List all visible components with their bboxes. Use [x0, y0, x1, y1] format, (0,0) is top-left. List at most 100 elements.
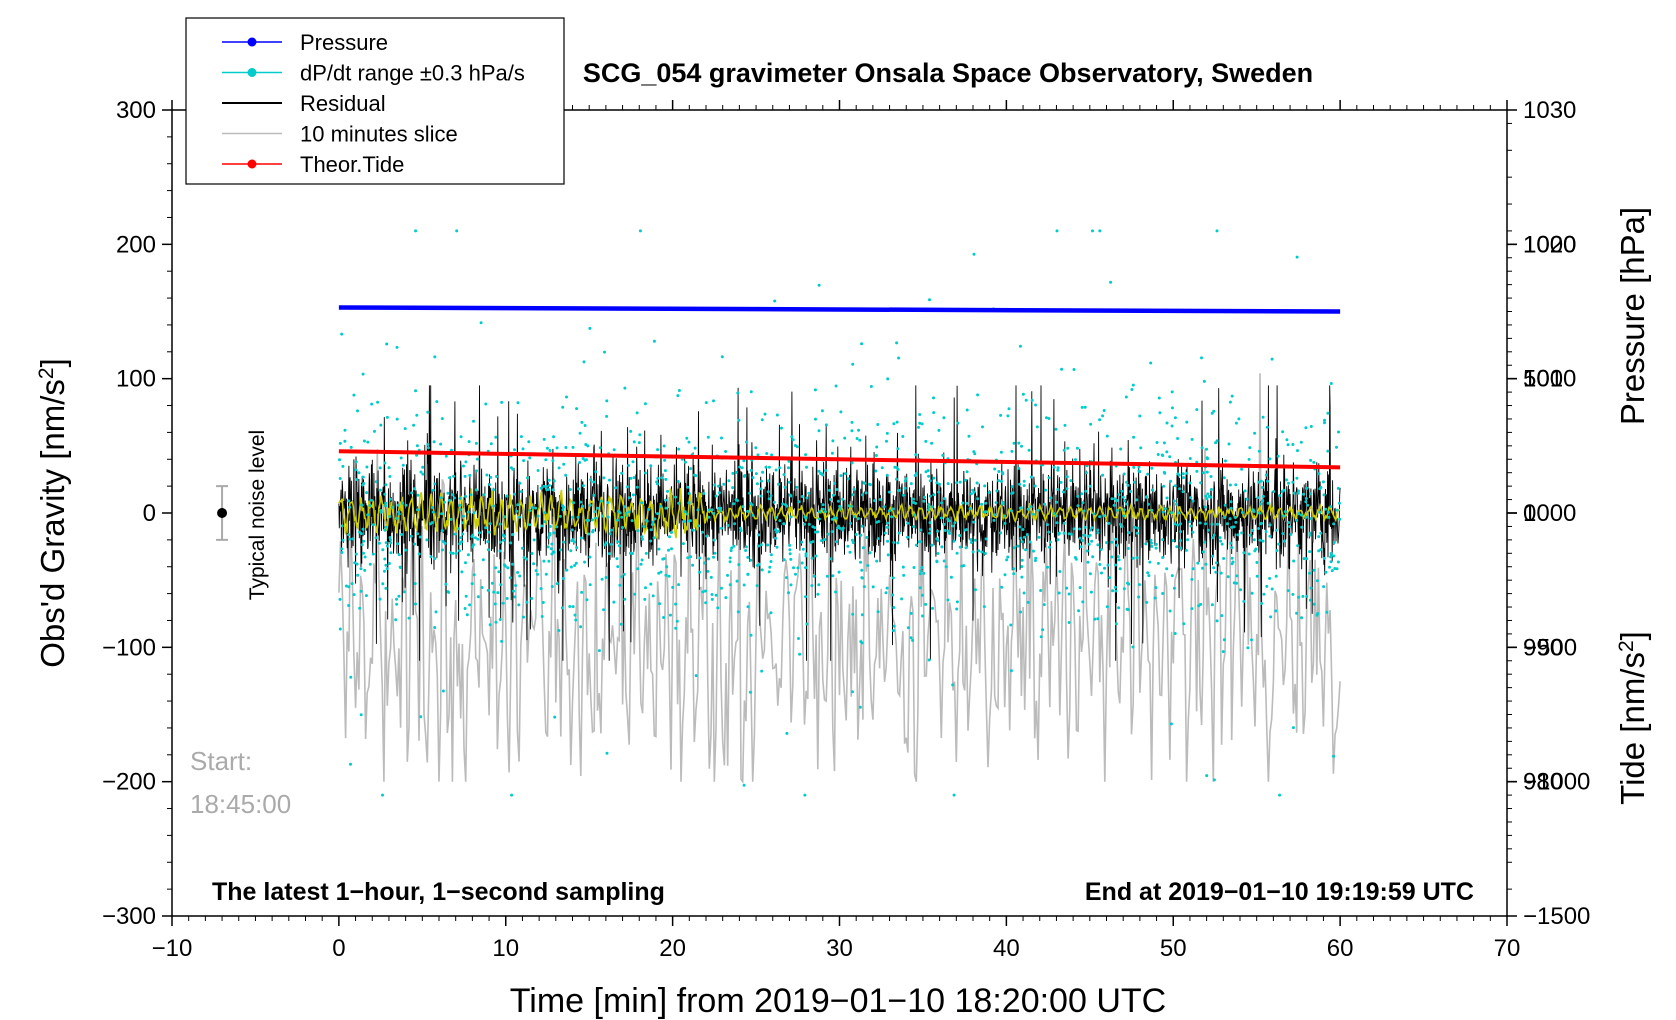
- dpdt-point: [858, 705, 862, 709]
- dpdt-point: [1020, 575, 1024, 579]
- dpdt-point: [1125, 502, 1128, 506]
- dpdt-point: [472, 543, 476, 547]
- dpdt-point: [441, 539, 445, 543]
- dpdt-point: [564, 446, 568, 449]
- dpdt-point: [1122, 472, 1126, 476]
- dpdt-point: [498, 549, 502, 553]
- dpdt-point: [825, 574, 829, 578]
- y-tick-label: −300: [102, 903, 156, 930]
- dpdt-point: [1330, 569, 1334, 573]
- dpdt-point: [677, 447, 681, 451]
- y-tick-label: 0: [143, 500, 156, 527]
- dpdt-point: [1172, 586, 1176, 590]
- dpdt-point: [1162, 484, 1166, 488]
- dpdt-point: [919, 569, 923, 573]
- dpdt-point: [1214, 441, 1218, 445]
- dpdt-point: [359, 713, 363, 717]
- dpdt-point: [1091, 555, 1095, 559]
- dpdt-point: [740, 466, 744, 470]
- dpdt-point: [674, 602, 678, 606]
- dpdt-point: [1248, 533, 1252, 537]
- dpdt-point: [984, 537, 988, 541]
- dpdt-point: [1274, 528, 1278, 532]
- dpdt-point: [457, 527, 461, 531]
- dpdt-point: [787, 459, 791, 463]
- dpdt-point: [352, 593, 356, 597]
- dpdt-point: [947, 519, 951, 523]
- dpdt-point: [561, 577, 565, 580]
- dpdt-point: [461, 532, 465, 536]
- dpdt-point: [920, 593, 924, 597]
- tide-tick-label: 0: [1523, 500, 1536, 527]
- dpdt-point: [712, 538, 716, 542]
- dpdt-point: [627, 464, 630, 467]
- dpdt-point: [486, 540, 490, 544]
- dpdt-point: [1086, 560, 1090, 564]
- dpdt-point: [410, 491, 414, 495]
- dpdt-point: [873, 499, 877, 503]
- dpdt-point: [643, 597, 647, 601]
- dpdt-point: [875, 445, 879, 449]
- dpdt-point: [655, 482, 659, 486]
- dpdt-point: [1203, 540, 1207, 544]
- dpdt-point: [413, 582, 417, 586]
- dpdt-point: [746, 509, 750, 513]
- dpdt-point: [365, 465, 369, 469]
- dpdt-point: [389, 497, 393, 501]
- dpdt-point: [383, 557, 387, 561]
- dpdt-point: [341, 538, 345, 542]
- dpdt-point: [518, 574, 522, 578]
- dpdt-point: [823, 510, 827, 514]
- dpdt-point: [693, 446, 697, 450]
- dpdt-point: [1204, 562, 1208, 566]
- dpdt-point: [1332, 754, 1335, 758]
- dpdt-point: [774, 468, 778, 472]
- dpdt-point: [838, 504, 842, 508]
- dpdt-point: [854, 533, 858, 536]
- dpdt-point: [856, 517, 860, 521]
- dpdt-point: [544, 572, 548, 576]
- dpdt-point: [902, 573, 906, 577]
- dpdt-point: [1154, 542, 1158, 546]
- dpdt-point: [965, 408, 969, 412]
- dpdt-point: [707, 557, 710, 561]
- dpdt-point: [791, 438, 795, 442]
- dpdt-point: [552, 531, 556, 535]
- dpdt-point: [539, 486, 543, 490]
- dpdt-point: [731, 471, 735, 475]
- dpdt-point: [821, 473, 825, 477]
- dpdt-point: [1046, 523, 1049, 527]
- dpdt-point: [502, 534, 506, 538]
- dpdt-point: [863, 481, 867, 485]
- dpdt-point: [837, 524, 840, 528]
- dpdt-point: [585, 598, 589, 602]
- dpdt-point: [891, 507, 895, 511]
- dpdt-point: [1098, 563, 1102, 566]
- dpdt-point: [604, 576, 608, 579]
- dpdt-point: [913, 513, 917, 517]
- dpdt-point: [717, 491, 721, 495]
- dpdt-point: [1299, 440, 1303, 444]
- dpdt-point: [1020, 540, 1024, 544]
- dpdt-point: [865, 536, 869, 539]
- dpdt-point: [486, 548, 490, 552]
- dpdt-point: [425, 538, 429, 542]
- dpdt-point: [942, 497, 946, 501]
- dpdt-point: [444, 582, 448, 586]
- dpdt-point: [409, 534, 413, 538]
- dpdt-point: [359, 589, 363, 593]
- dpdt-point: [510, 793, 514, 797]
- dpdt-point: [901, 565, 905, 569]
- dpdt-point: [800, 540, 804, 544]
- dpdt-point: [874, 469, 878, 473]
- dpdt-point: [550, 585, 554, 588]
- dpdt-point: [605, 751, 609, 755]
- dpdt-point: [1282, 488, 1286, 492]
- dpdt-point: [415, 453, 419, 457]
- legend-label: 10 minutes slice: [300, 122, 458, 147]
- dpdt-point: [839, 474, 843, 478]
- noise-center-dot: [217, 508, 228, 518]
- dpdt-point: [637, 441, 641, 445]
- dpdt-point: [481, 558, 485, 562]
- dpdt-point: [810, 556, 814, 560]
